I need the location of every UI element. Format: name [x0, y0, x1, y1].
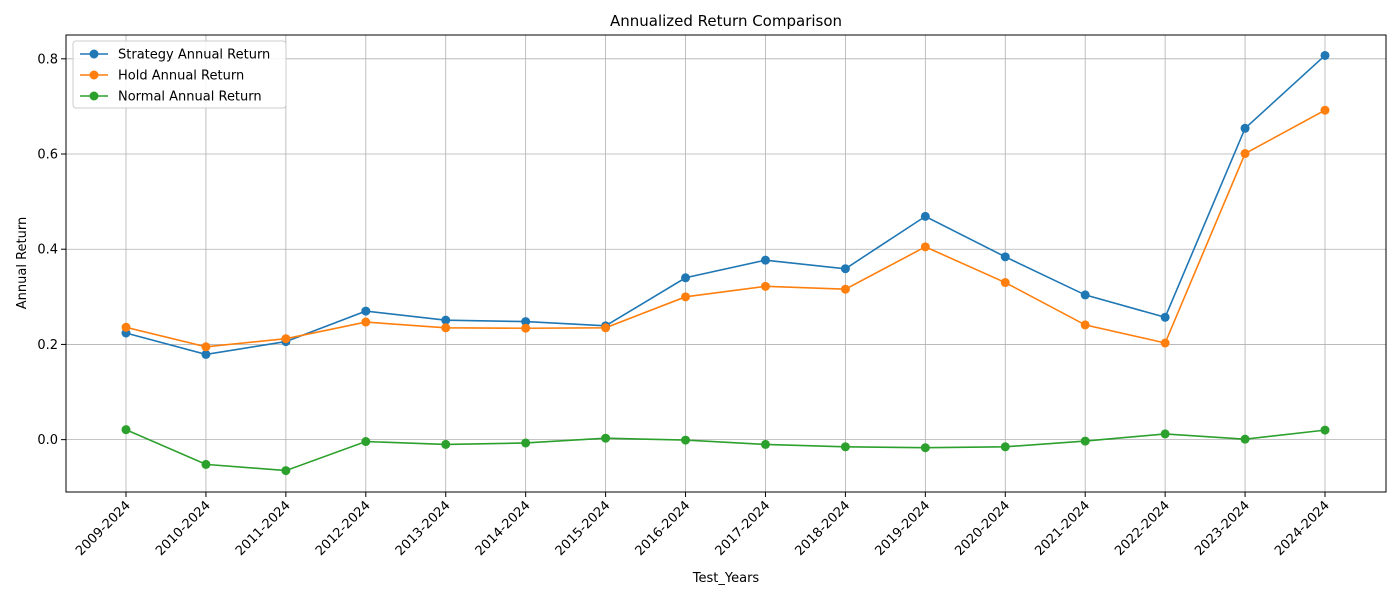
strategy-annual-return-point — [521, 317, 531, 327]
y-tick-label: 0.6 — [37, 148, 58, 163]
normal-annual-return-point — [281, 466, 291, 476]
strategy-annual-return-point — [201, 349, 211, 359]
hold-annual-return-point — [760, 281, 770, 291]
strategy-annual-return-point — [1320, 50, 1330, 60]
hold-annual-return-point — [1240, 149, 1250, 159]
strategy-annual-return-point — [681, 273, 691, 283]
normal-annual-return-point — [840, 442, 850, 452]
y-tick-label: 0.4 — [37, 243, 58, 258]
normal-annual-return-point — [1080, 436, 1090, 446]
normal-annual-return-line — [125, 428, 1326, 472]
normal-annual-return-point — [1000, 442, 1010, 452]
normal-annual-return-point — [1240, 434, 1250, 444]
hold-annual-return-point — [361, 317, 371, 327]
legend-label-strategy-annual-return: Strategy Annual Return — [118, 48, 270, 63]
x-axis-label: Test_Years — [692, 571, 760, 586]
legend-box — [72, 40, 287, 109]
legend-marker-normal-annual-return — [89, 91, 99, 101]
y-tick-label: 0.2 — [37, 338, 58, 353]
strategy-annual-return-point — [1000, 252, 1010, 262]
normal-annual-return-point — [1320, 425, 1330, 435]
strategy-annual-return-point — [361, 306, 371, 316]
strategy-annual-return-point — [840, 264, 850, 274]
hold-annual-return-point — [121, 322, 131, 332]
hold-annual-return-point — [1080, 320, 1090, 330]
hold-annual-return-point — [681, 292, 691, 302]
strategy-annual-return-point — [760, 255, 770, 265]
normal-annual-return-point — [601, 433, 611, 443]
hold-annual-return-point — [281, 334, 291, 344]
normal-annual-return-point — [920, 443, 930, 453]
legend-label-hold-annual-return: Hold Annual Return — [118, 69, 244, 84]
normal-annual-return-point — [201, 459, 211, 469]
y-tick-label: 0.0 — [37, 433, 58, 448]
hold-annual-return-point — [601, 323, 611, 333]
y-axis-label: Annual Return — [15, 217, 30, 309]
normal-annual-return-point — [521, 438, 531, 448]
hold-annual-return-point — [1000, 278, 1010, 288]
strategy-annual-return-point — [1240, 123, 1250, 133]
y-axis-ticks: 0.0 0.2 0.4 0.6 0.8 — [37, 52, 66, 448]
strategy-annual-return-line — [125, 54, 1326, 356]
legend-marker-strategy-annual-return — [89, 49, 99, 59]
hold-annual-return-point — [521, 323, 531, 333]
grid-lines — [66, 35, 1386, 492]
hold-annual-return-point — [441, 323, 451, 333]
strategy-annual-return-point — [1160, 312, 1170, 322]
strategy-annual-return-point — [1080, 290, 1090, 300]
normal-annual-return-point — [1160, 429, 1170, 439]
hold-annual-return-point — [1160, 338, 1170, 348]
legend-label-normal-annual-return: Normal Annual Return — [118, 90, 262, 105]
series-lines — [125, 54, 1326, 472]
hold-annual-return-point — [920, 242, 930, 252]
strategy-annual-return-point — [920, 211, 930, 221]
normal-annual-return-point — [361, 437, 371, 447]
legend: Strategy Annual Return Hold Annual Return… — [72, 40, 287, 109]
normal-annual-return-point — [121, 425, 131, 435]
normal-annual-return-point — [441, 439, 451, 449]
strategy-annual-return-point — [441, 315, 451, 325]
normal-annual-return-point — [760, 439, 770, 449]
hold-annual-return-point — [1320, 105, 1330, 115]
series-points — [121, 50, 1330, 476]
hold-annual-return-point — [840, 284, 850, 294]
normal-annual-return-point — [681, 435, 691, 445]
legend-marker-hold-annual-return — [89, 70, 99, 80]
plot-frame — [65, 34, 1387, 493]
hold-annual-return-point — [201, 342, 211, 352]
chart-title: Annualized Return Comparison — [610, 12, 842, 30]
y-tick-label: 0.8 — [37, 52, 58, 67]
hold-annual-return-line — [125, 109, 1326, 348]
